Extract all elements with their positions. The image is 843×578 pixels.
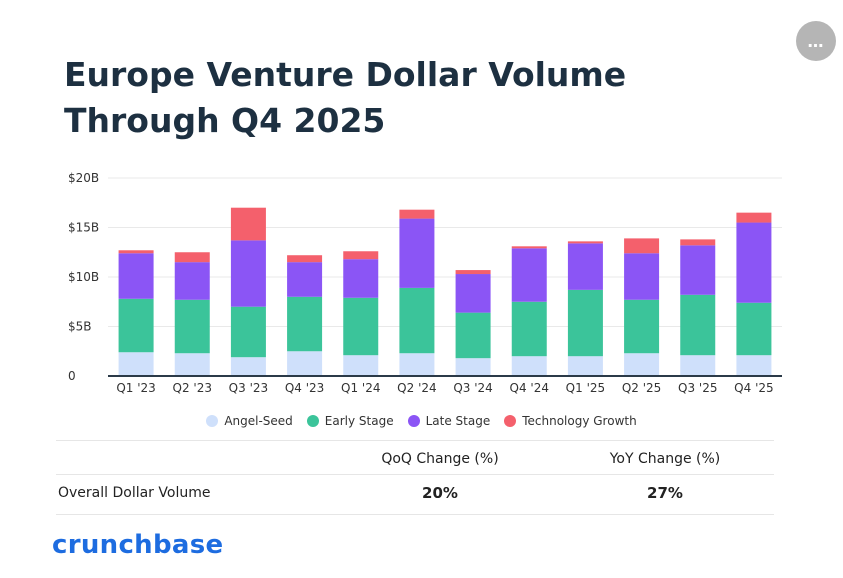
x-tick-label: Q3 '25 [678,381,717,395]
x-tick-label: Q4 '25 [734,381,773,395]
qoq-header: QoQ Change (%) [381,451,499,467]
bar-segment-late-stage [624,253,660,300]
bar-segment-angel-seed [174,353,210,376]
x-tick-label: Q4 '24 [510,381,549,395]
table-divider [56,514,774,515]
bar-segment-late-stage [736,222,772,303]
bar-segment-early-stage [455,312,491,359]
bar-segment-technology-growth [736,212,772,223]
row-label: Overall Dollar Volume [58,485,211,501]
bar-segment-early-stage [511,301,547,357]
bar-segment-late-stage [399,218,435,288]
x-tick-label: Q1 '24 [341,381,380,395]
bar-segment-angel-seed [399,353,435,376]
legend-label: Angel-Seed [224,414,293,428]
x-tick-label: Q1 '23 [116,381,155,395]
legend-swatch [306,415,319,427]
bar-segment-technology-growth [343,251,379,260]
x-tick-label: Q3 '24 [453,381,492,395]
legend-label: Early Stage [324,414,394,428]
y-tick-label: $20B [68,171,99,185]
legend-swatch [407,415,420,427]
bar-segment-technology-growth [118,250,154,254]
bar-segment-early-stage [567,289,603,357]
yoy-header: YoY Change (%) [609,451,721,467]
bar-segment-late-stage [174,262,210,300]
bar-segment-technology-growth [287,255,323,263]
yoy-value: 27% [647,484,683,502]
qoq-value: 20% [422,484,458,502]
y-tick-label: $15B [68,221,99,235]
y-tick-label: 0 [68,369,76,383]
bar-segment-late-stage [567,243,603,290]
bar-segment-angel-seed [624,353,660,376]
bar-segment-angel-seed [118,352,154,376]
chart-legend: Angel-Seed Early Stage Late Stage Techno… [0,414,843,428]
bar-segment-early-stage [736,302,772,356]
stacked-bar-chart: $20B $15B $10B $5B 0 Q1 '23 Q2 '23 Q3 '23 Q4 '23… [68,171,782,395]
bar-segment-technology-growth [230,207,266,241]
bar-segment-technology-growth [680,239,716,246]
bar-segment-late-stage [230,240,266,307]
bar-segment-late-stage [287,262,323,297]
ellipsis-icon: … [807,31,825,51]
legend-label: Late Stage [425,414,491,428]
more-options-button[interactable]: … [796,21,836,61]
x-tick-label: Q3 '23 [229,381,268,395]
table-divider [56,440,774,441]
bar-segment-angel-seed [511,356,547,376]
x-tick-label: Q4 '23 [285,381,324,395]
bar-segment-late-stage [343,259,379,298]
legend-item-technology-growth: Technology Growth [504,414,637,428]
bar-segment-early-stage [287,296,323,352]
bar-segment-technology-growth [511,246,547,249]
bar-segment-early-stage [230,306,266,358]
x-tick-label: Q2 '23 [173,381,212,395]
x-tick-label: Q1 '25 [566,381,605,395]
x-tick-label: Q2 '25 [622,381,661,395]
y-tick-label: $5B [68,320,92,334]
page-title: Europe Venture Dollar Volume Through Q4 … [64,55,627,140]
legend-item-early-stage: Early Stage [306,414,394,428]
bar-segment-technology-growth [455,270,491,275]
bar-segment-technology-growth [624,238,660,254]
table-divider [56,474,774,475]
bar-segment-early-stage [118,298,154,353]
bar-segment-angel-seed [736,355,772,376]
bar-segment-early-stage [680,294,716,356]
legend-swatch [206,415,219,427]
y-tick-label: $10B [68,270,99,284]
bar-segment-late-stage [680,245,716,295]
bar-segment-angel-seed [680,355,716,376]
bar-segment-angel-seed [343,355,379,376]
bar-segment-early-stage [343,297,379,356]
bar-segment-technology-growth [174,252,210,263]
bar-segment-technology-growth [567,241,603,244]
bar-segment-angel-seed [230,357,266,376]
bar-segment-angel-seed [287,351,323,376]
bar-segment-early-stage [174,299,210,354]
x-tick-label: Q2 '24 [397,381,436,395]
bar-segment-technology-growth [399,209,435,219]
legend-swatch [504,415,517,427]
bar-segment-late-stage [118,253,154,299]
bar-segment-early-stage [624,299,660,354]
crunchbase-logo: crunchbase [52,530,224,560]
bar-segment-late-stage [511,248,547,302]
legend-item-late-stage: Late Stage [407,414,491,428]
bar-segment-angel-seed [455,358,491,376]
legend-label: Technology Growth [522,414,637,428]
legend-item-angel-seed: Angel-Seed [206,414,293,428]
bar-segment-early-stage [399,287,435,354]
bar-segment-late-stage [455,274,491,313]
bar-segment-angel-seed [567,356,603,376]
